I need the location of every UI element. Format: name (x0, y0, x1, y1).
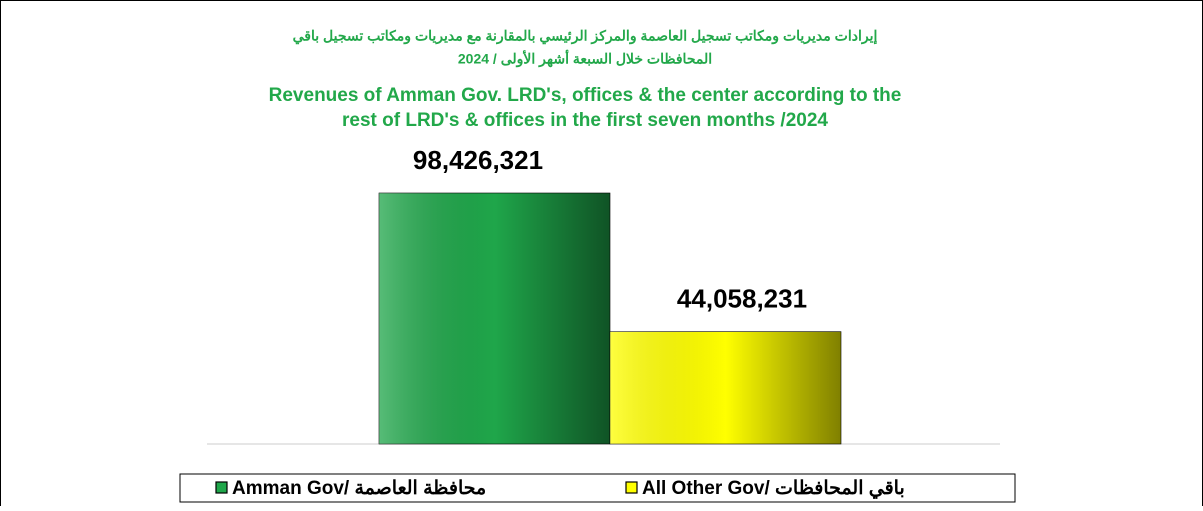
data-label: 98,426,321 (413, 145, 543, 175)
bar (609, 331, 842, 445)
data-label: 44,058,231 (677, 284, 807, 314)
chart-title: المحافظات خلال السبعة أشهر الأولى / 2024 (458, 49, 712, 68)
legend-marker (625, 481, 638, 494)
chart-title: إيرادات مديريات ومكاتب تسجيل العاصمة وال… (293, 28, 878, 46)
legend-label: All Other Gov/ باقي المحافظات (642, 478, 905, 500)
chart-title: Revenues of Amman Gov. LRD's, offices & … (269, 85, 902, 106)
legend-label: Amman Gov/ محافظة العاصمة (232, 478, 486, 499)
legend-marker (215, 481, 228, 494)
chart-title: rest of LRD's & offices in the first sev… (342, 110, 828, 131)
bar (378, 192, 611, 445)
legend (179, 473, 1016, 503)
